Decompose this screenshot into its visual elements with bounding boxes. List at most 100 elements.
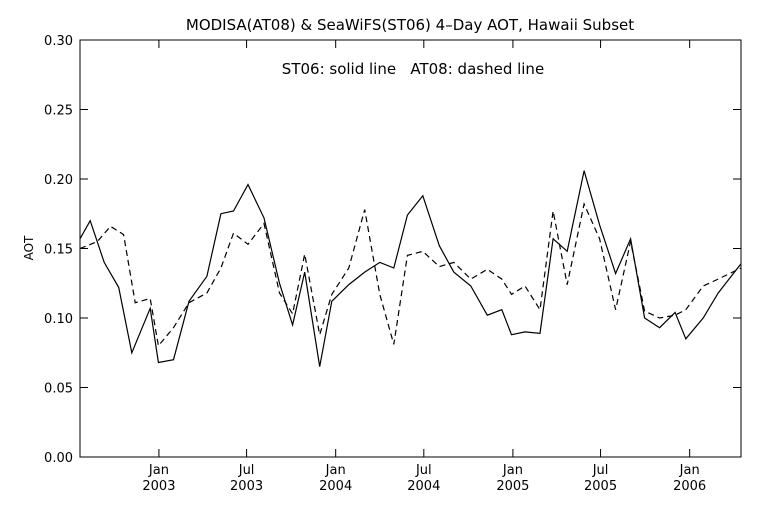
x-tick-month-3: Jul: [415, 463, 432, 478]
x-tick-month-5: Jul: [592, 463, 609, 478]
data-point-solid-30: [511, 334, 512, 335]
data-point-dashed-45: [740, 267, 741, 268]
data-point-solid-5: [150, 308, 151, 309]
data-point-solid-19: [348, 284, 349, 285]
plot-frame: [79, 39, 742, 458]
series-dashed-line: [79, 202, 742, 348]
data-point-solid-37: [615, 273, 616, 274]
data-point-solid-34: [567, 251, 568, 252]
data-point-solid-41: [675, 312, 676, 313]
data-point-solid-4: [131, 352, 132, 353]
data-point-dashed-4: [135, 302, 136, 303]
data-point-dashed-17: [319, 334, 320, 335]
data-point-dashed-37: [615, 309, 616, 310]
data-point-solid-15: [292, 324, 293, 325]
data-point-dashed-32: [539, 309, 540, 310]
data-point-dashed-19: [348, 267, 349, 268]
x-tick-month-2: Jan: [325, 463, 346, 478]
data-point-dashed-28: [487, 269, 488, 270]
data-point-solid-12: [247, 184, 248, 185]
chart-title: MODISA(AT08) & SeaWiFS(ST06) 4–Day AOT, …: [186, 16, 634, 34]
data-point-solid-1: [90, 220, 91, 221]
x-tick-year-3: 2004: [407, 479, 440, 494]
data-point-solid-28: [487, 315, 488, 316]
series-layer: [79, 170, 742, 367]
data-point-dashed-6: [158, 345, 159, 346]
data-point-solid-9: [206, 276, 207, 277]
data-point-dashed-15: [292, 313, 293, 314]
data-point-solid-43: [703, 317, 704, 318]
data-point-dashed-24: [422, 251, 423, 252]
data-point-dashed-16: [304, 253, 305, 254]
data-point-dashed-30: [511, 294, 512, 295]
data-point-solid-21: [379, 262, 380, 263]
data-point-dashed-0: [79, 248, 80, 249]
data-point-dashed-2: [110, 226, 111, 227]
data-point-dashed-25: [439, 266, 440, 267]
x-tick-year-6: 2006: [673, 479, 706, 494]
data-point-solid-2: [104, 262, 105, 263]
data-point-dashed-7: [173, 327, 174, 328]
data-point-solid-7: [173, 359, 174, 360]
data-point-dashed-27: [470, 278, 471, 279]
data-point-solid-32: [539, 333, 540, 334]
data-point-solid-24: [422, 195, 423, 196]
data-point-dashed-29: [501, 278, 502, 279]
data-point-solid-13: [263, 217, 264, 218]
data-point-solid-6: [158, 362, 159, 363]
data-point-dashed-26: [453, 262, 454, 263]
data-point-solid-22: [393, 267, 394, 268]
data-point-dashed-1: [97, 241, 98, 242]
x-tick-year-5: 2005: [584, 479, 617, 494]
data-point-dashed-41: [675, 315, 676, 316]
data-point-dashed-35: [584, 203, 585, 204]
data-point-solid-25: [439, 245, 440, 246]
data-point-solid-39: [644, 317, 645, 318]
data-point-dashed-44: [718, 278, 719, 279]
data-point-dashed-38: [630, 241, 631, 242]
data-point-dashed-42: [685, 309, 686, 310]
data-point-solid-31: [524, 331, 525, 332]
y-axis-ticks: 0.00 0.05 0.10 0.15 0.20 0.25 0.30: [44, 34, 741, 466]
data-point-dashed-43: [703, 285, 704, 286]
data-point-solid-33: [553, 238, 554, 239]
data-point-solid-0: [79, 238, 80, 239]
data-point-solid-36: [599, 224, 600, 225]
y-tick-label-5: 0.25: [44, 104, 73, 119]
data-point-dashed-18: [331, 294, 332, 295]
y-tick-label-0: 0.00: [44, 451, 73, 466]
x-axis-ticks: Jan2003Jul2003Jan2004Jul2004Jan2005Jul20…: [142, 40, 706, 494]
data-point-solid-11: [233, 210, 234, 211]
data-point-dashed-31: [524, 285, 525, 286]
y-tick-label-2: 0.10: [44, 312, 73, 327]
data-point-dashed-14: [279, 292, 280, 293]
x-tick-year-0: 2003: [142, 479, 175, 494]
data-point-solid-27: [470, 285, 471, 286]
data-point-dashed-8: [188, 302, 189, 303]
x-tick-month-4: Jan: [502, 463, 523, 478]
data-point-dashed-33: [553, 210, 554, 211]
data-point-dashed-40: [659, 317, 660, 318]
y-axis-label: AOT: [22, 235, 36, 260]
data-point-solid-29: [501, 309, 502, 310]
data-point-solid-8: [188, 301, 189, 302]
x-tick-year-2: 2004: [319, 479, 352, 494]
data-point-solid-26: [453, 272, 454, 273]
data-point-solid-18: [331, 301, 332, 302]
y-tick-label-3: 0.15: [44, 243, 73, 258]
x-tick-year-1: 2003: [230, 479, 263, 494]
data-point-solid-38: [630, 238, 631, 239]
chart-annotation: ST06: solid line AT08: dashed line: [282, 60, 544, 78]
data-point-dashed-22: [393, 344, 394, 345]
data-point-dashed-10: [220, 267, 221, 268]
data-point-dashed-23: [407, 255, 408, 256]
data-point-dashed-20: [364, 209, 365, 210]
x-tick-month-1: Jul: [238, 463, 255, 478]
data-point-solid-16: [304, 272, 305, 273]
y-tick-label-4: 0.20: [44, 173, 73, 188]
data-point-dashed-36: [599, 238, 600, 239]
data-point-dashed-13: [263, 223, 264, 224]
y-tick-label-6: 0.30: [44, 34, 73, 49]
data-point-solid-45: [740, 263, 741, 264]
